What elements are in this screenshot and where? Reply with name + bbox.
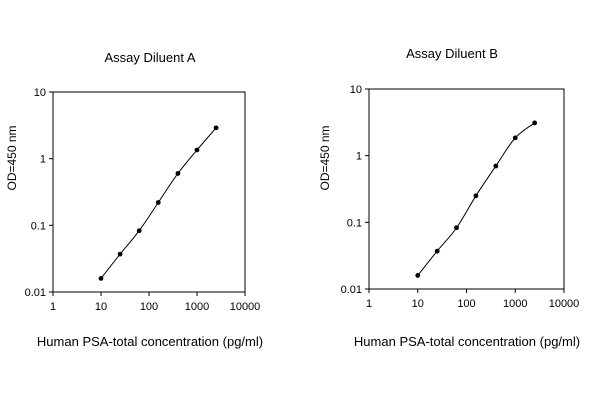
chart-a-plot-area: 1 10 100 1000 10000 0.01 0.1 1 10 [25,87,261,313]
chart-b-x-axis-label: Human PSA-total concentration (pg/ml) [354,334,580,349]
chart-b-x-tick-label: 1000 [503,298,527,310]
chart-b-x-tick-label: 10 [412,298,424,310]
chart-b-x-tick-label: 1 [366,298,372,310]
chart-a-x-axis-label: Human PSA-total concentration (pg/ml) [37,334,263,349]
chart-a-data-point [117,251,123,257]
chart-a-data-point [213,125,219,131]
chart-b-x-tick-label: 10000 [549,298,580,310]
chart-b-y-tick-label: 10 [350,84,362,96]
chart-panel-a: Assay Diluent A OD=450 nm Human PSA-tota… [5,50,263,349]
chart-a-data-point [98,275,104,281]
chart-a-title: Assay Diluent A [104,50,195,65]
chart-a-x-tick-label: 100 [140,301,158,313]
chart-b-data-point [434,248,440,254]
chart-a-y-tick-label: 0.01 [25,287,46,299]
chart-b-y-tick-label: 0.01 [341,284,362,296]
chart-b-y-tick-label: 0.1 [347,217,362,229]
chart-a-x-tick-label: 1 [50,301,56,313]
chart-panel-b: Assay Diluent B OD=450 nm Human PSA-tota… [318,46,580,349]
chart-b-data-point [473,193,479,199]
chart-a-data-point [155,200,161,205]
chart-b-y-tick-label: 1 [356,151,362,163]
chart-a-data-point [175,171,181,176]
chart-a-y-axis-label: OD=450 nm [5,125,19,190]
chart-b-data-point [512,135,518,141]
chart-a-y-tick-label: 1 [40,154,46,166]
chart-a-y-tick-label: 10 [34,87,46,99]
chart-a-x-tick-label: 10 [95,301,107,313]
chart-b-x-tick-label: 100 [457,298,475,310]
chart-b-y-axis-label: OD=450 nm [318,125,332,190]
chart-b-title: Assay Diluent B [406,46,498,61]
chart-b-data-point [415,272,421,278]
chart-b-data-point [532,120,538,126]
chart-b-plot-area: 1 10 100 1000 10000 0.01 0.1 1 10 [341,84,580,310]
chart-b-data-point [493,163,499,169]
chart-a-data-point [194,147,200,153]
chart-a-x-tick-label: 10000 [230,301,261,313]
chart-a-frame [52,91,246,293]
chart-a-data-point [136,228,142,234]
chart-a-x-tick-label: 1000 [185,301,209,313]
chart-a-y-tick-label: 0.1 [31,220,46,232]
chart-b-frame [368,88,565,290]
chart-b-data-point [454,225,459,231]
